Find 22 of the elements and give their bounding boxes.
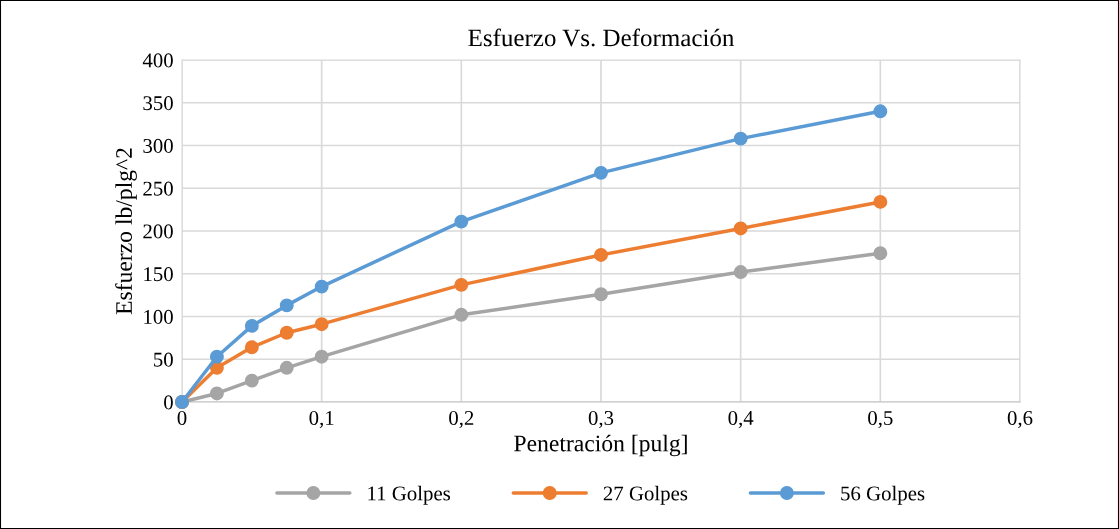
x-tick-label: 0 [177, 410, 187, 425]
x-axis-title: Penetración [pulg] [514, 434, 687, 457]
y-tick-label: 250 [143, 181, 173, 196]
legend-label: 27 Golpes [603, 485, 688, 505]
y-tick-label: 350 [143, 96, 173, 111]
legend-label: 11 Golpes [368, 485, 451, 505]
y-tick-label: 200 [143, 224, 173, 239]
y-tick-label: 300 [143, 138, 173, 153]
y-tick-label: 50 [154, 352, 173, 367]
x-tick-label: 0,5 [868, 410, 893, 428]
chart-title: Esfuerzo Vs. Deformación [468, 28, 735, 47]
x-tick-label: 0,1 [309, 410, 334, 428]
legend-label: 56 Golpes [841, 485, 925, 505]
y-tick-label: 0 [164, 395, 173, 410]
y-tick-label: 150 [144, 267, 173, 282]
y-tick-label: 400 [142, 53, 173, 68]
x-tick-label: 0,6 [1007, 410, 1033, 428]
x-tick-label: 0,2 [449, 410, 474, 428]
y-axis-title: Esfuerzo lb/plg^2 [115, 148, 137, 315]
x-tick-label: 0,3 [588, 410, 614, 428]
y-tick-label: 100 [144, 309, 173, 324]
x-tick-label: 0,4 [728, 410, 754, 428]
